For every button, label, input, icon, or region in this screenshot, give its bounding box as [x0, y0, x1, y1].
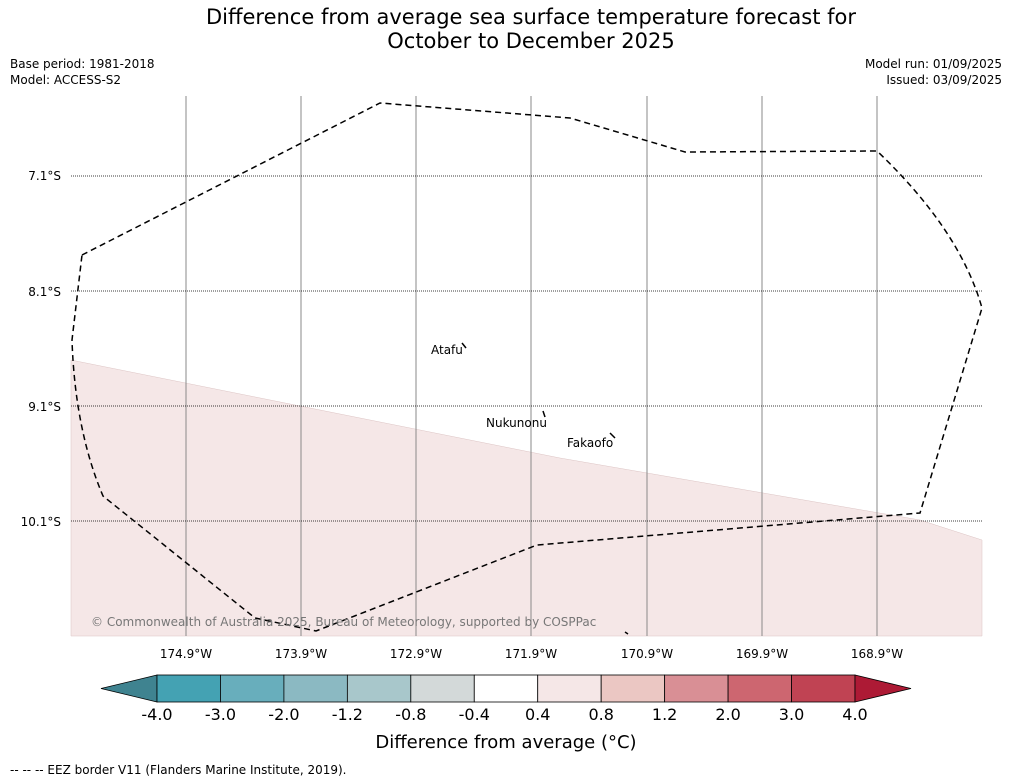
colorbar-tick-label: -0.4	[458, 705, 490, 724]
lon-label-5: 170.9°W	[621, 647, 673, 661]
lon-label-6: 169.9°W	[736, 647, 788, 661]
eez-border	[71, 102, 983, 632]
colorbar-tick-label: 2.0	[715, 705, 741, 724]
eez-footnote: -- -- -- EEZ border V11 (Flanders Marine…	[10, 763, 347, 777]
colorbar-segment	[410, 674, 475, 703]
place-fakaofo: Fakaofo	[567, 436, 613, 450]
colorbar-segment	[791, 674, 856, 703]
colorbar-tick-label: 3.0	[778, 705, 805, 724]
colorbar-tick-label: -3.0	[204, 705, 237, 724]
fakaofo-island	[609, 432, 616, 439]
colorbar-segment	[220, 674, 285, 703]
lat-label-4: 10.1°S	[21, 515, 61, 529]
lon-label-2: 173.9°W	[275, 647, 327, 661]
colorbar-tick-label: 0.8	[588, 705, 614, 724]
swains-island	[624, 631, 629, 635]
model-name: Model: ACCESS-S2	[10, 73, 122, 87]
anomaly-shading	[70, 359, 983, 637]
map-title: Difference from average sea surface temp…	[0, 5, 1011, 53]
colorbar-segment	[156, 674, 221, 703]
atafu-island	[461, 342, 467, 349]
lat-label-1: 7.1°S	[28, 169, 61, 183]
colorbar-segment	[664, 674, 729, 703]
meta-right: Model run: 01/09/2025 Issued: 03/09/2025	[865, 56, 1002, 88]
model-run: Model run: 01/09/2025	[864, 57, 1002, 71]
copyright-note: © Commonwealth of Australia 2025, Bureau…	[91, 615, 596, 629]
colorbar-tick-label: -0.8	[395, 705, 427, 724]
lon-label-4: 171.9°W	[505, 647, 557, 661]
colorbar-arrow-low	[100, 674, 158, 703]
lat-label-2: 8.1°S	[28, 285, 61, 299]
colorbar-segment	[537, 674, 602, 703]
colorbar-tick-label: -4.0	[141, 705, 173, 724]
colorbar-title: Difference from average (°C)	[375, 732, 637, 753]
lon-label-3: 172.9°W	[390, 647, 442, 661]
place-atafu: Atafu	[431, 343, 463, 357]
title-line-2: October to December 2025	[387, 29, 675, 53]
lon-label-7: 168.9°W	[851, 647, 903, 661]
colorbar-arrow-high	[854, 674, 912, 703]
colorbar-tick-label: 4.0	[842, 705, 868, 724]
colorbar-tick-label: -2.0	[268, 705, 300, 724]
base-period: Base period: 1981-2018	[10, 57, 155, 71]
meta-left: Base period: 1981-2018 Model: ACCESS-S2	[10, 56, 155, 88]
colorbar-segment	[283, 674, 348, 703]
longitude-gridlines	[185, 96, 878, 636]
colorbar-tick-label: 0.4	[524, 705, 551, 724]
place-nukunonu: Nukunonu	[486, 416, 547, 430]
colorbar-segment	[727, 674, 792, 703]
lon-label-1: 174.9°W	[160, 647, 212, 661]
colorbar-tick-label: -1.2	[331, 705, 363, 724]
colorbar-segment	[473, 674, 539, 703]
title-line-1: Difference from average sea surface temp…	[206, 5, 856, 29]
nukunonu-island	[542, 410, 546, 418]
colorbar-segment	[600, 674, 666, 703]
colorbar-tick-label: 1.2	[651, 705, 678, 724]
lat-label-3: 9.1°S	[28, 400, 61, 414]
colorbar	[100, 674, 912, 703]
issued-date: Issued: 03/09/2025	[886, 73, 1002, 87]
colorbar-segment	[346, 674, 412, 703]
